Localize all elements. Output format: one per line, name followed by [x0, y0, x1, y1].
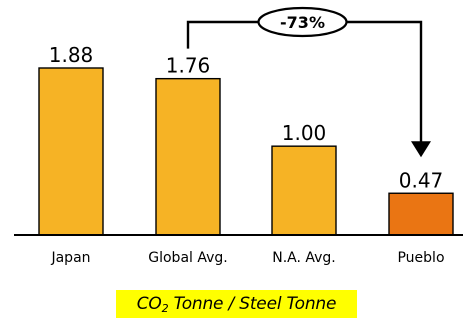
- unit-caption-suffix: Tonne / Steel Tonne: [168, 294, 337, 314]
- unit-caption: CO2 Tonne / Steel Tonne: [116, 290, 357, 318]
- data-label-japan: 1.88: [49, 43, 94, 67]
- bars-layer: [38, 67, 454, 236]
- annotation-arrowhead: [411, 141, 431, 158]
- ticks-layer: Japan Global Avg. N.A. Avg. Pueblo: [50, 250, 444, 266]
- tick-label-global-avg: Global Avg.: [148, 250, 228, 266]
- labels-layer: 1.88 1.76 1.00 0.47: [49, 43, 444, 192]
- annotation-label: -73%: [280, 13, 325, 32]
- data-label-global-avg: 1.76: [166, 54, 211, 78]
- bar-pueblo: [388, 192, 454, 236]
- bar-japan: [38, 67, 104, 236]
- bar-global-avg: [155, 77, 221, 236]
- annotation-layer: -73%: [186, 6, 431, 158]
- tick-label-n-a-avg: N.A. Avg.: [272, 250, 336, 266]
- unit-caption-prefix: CO: [136, 294, 162, 314]
- unit-caption-subscript: 2: [161, 302, 169, 315]
- data-label-pueblo: 0.47: [399, 168, 444, 192]
- annotation-ellipse: [257, 6, 348, 38]
- data-label-n-a-avg: 1.00: [282, 121, 327, 145]
- tick-label-japan: Japan: [50, 250, 90, 266]
- tick-label-pueblo: Pueblo: [397, 250, 444, 266]
- bar-n-a-avg: [271, 145, 337, 236]
